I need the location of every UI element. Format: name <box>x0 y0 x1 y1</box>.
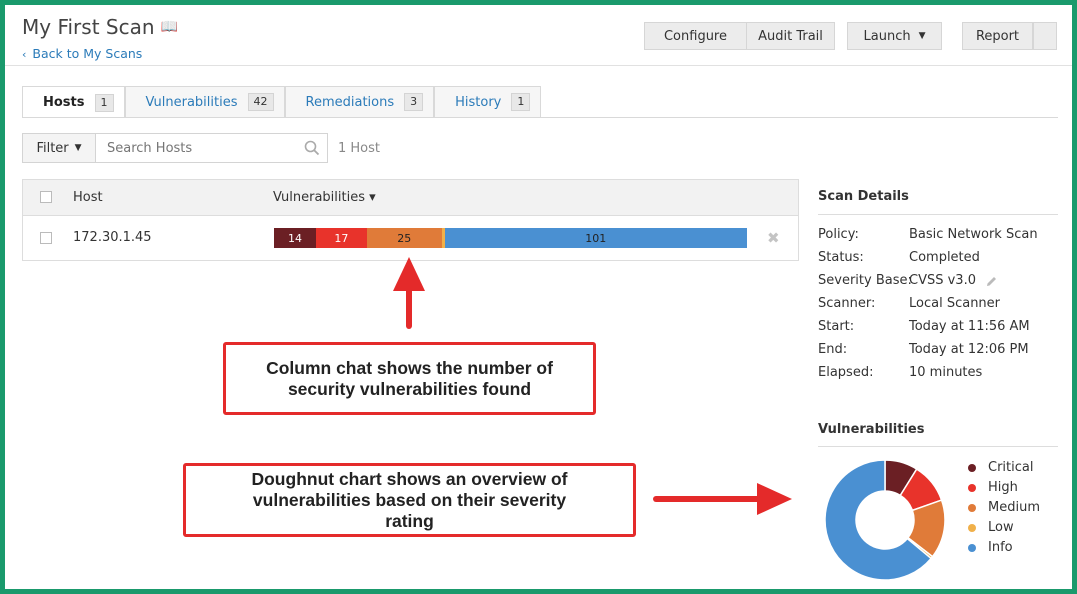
detail-label: End: <box>818 342 848 357</box>
tab-hosts[interactable]: Hosts 1 <box>22 86 125 118</box>
detail-value-policy: Basic Network Scan <box>909 227 1038 242</box>
detail-value-start: Today at 11:56 AM <box>909 319 1030 334</box>
arrow-right-icon <box>653 483 792 515</box>
book-icon[interactable]: 📖 <box>160 19 178 35</box>
pencil-icon[interactable] <box>985 275 998 288</box>
more-button[interactable] <box>1033 22 1057 50</box>
vulnerabilities-panel-title: Vulnerabilities <box>818 422 925 437</box>
tab-count-badge: 1 <box>511 93 531 111</box>
host-ip[interactable]: 172.30.1.45 <box>73 230 152 245</box>
bar-segment-info[interactable]: 101 <box>444 228 747 248</box>
legend-low: Low <box>968 520 1014 535</box>
doughnut-slice-info[interactable] <box>824 459 933 581</box>
detail-value-end: Today at 12:06 PM <box>909 342 1029 357</box>
host-count: 1 Host <box>338 141 381 156</box>
legend-dot <box>968 523 976 532</box>
tab-vulnerabilities[interactable]: Vulnerabilities 42 <box>124 86 285 117</box>
arrow-up-icon <box>393 257 425 329</box>
report-button[interactable]: Report <box>962 22 1033 50</box>
page-title: My First Scan 📖 <box>22 15 178 39</box>
column-header-host[interactable]: Host <box>73 190 103 205</box>
bar-segment-medium[interactable]: 25 <box>366 228 442 248</box>
detail-value-status: Completed <box>909 250 980 265</box>
detail-value-scanner: Local Scanner <box>909 296 1001 311</box>
search-icon[interactable] <box>304 140 320 156</box>
doughnut-chart-callout: Doughnut chart shows an overview of vuln… <box>183 463 636 537</box>
legend-medium: Medium <box>968 500 1040 515</box>
panel-divider <box>818 446 1058 447</box>
tab-count-badge: 1 <box>94 93 114 112</box>
legend-dot <box>968 483 976 492</box>
caret-down-icon: ▼ <box>74 143 82 153</box>
back-link[interactable]: ‹ Back to My Scans <box>22 46 143 61</box>
column-header-vulnerabilities[interactable]: Vulnerabilities ▾ <box>273 190 376 205</box>
configure-button[interactable]: Configure <box>644 22 747 50</box>
select-all-checkbox[interactable] <box>40 191 52 203</box>
legend-dot <box>968 463 976 472</box>
bar-segment-low[interactable] <box>441 228 445 248</box>
legend-info: Info <box>968 540 1013 555</box>
tab-count-badge: 3 <box>404 93 424 111</box>
legend-critical: Critical <box>968 460 1033 475</box>
search-input[interactable] <box>95 133 328 163</box>
detail-label: Start: <box>818 319 855 334</box>
chevron-left-icon: ‹ <box>22 48 27 61</box>
scan-details-title: Scan Details <box>818 189 909 204</box>
detail-label: Elapsed: <box>818 365 874 380</box>
column-chart-callout: Column chat shows the number of security… <box>223 342 596 415</box>
caret-down-icon: ▼ <box>918 31 926 41</box>
legend-high: High <box>968 480 1018 495</box>
legend-dot <box>968 543 976 552</box>
detail-label: Severity Base: <box>818 273 912 288</box>
detail-label: Status: <box>818 250 864 265</box>
scan-page: My First Scan 📖 ‹ Back to My Scans Confi… <box>5 5 1072 589</box>
launch-button[interactable]: Launch ▼ <box>847 22 942 50</box>
panel-divider <box>818 214 1058 215</box>
detail-label: Policy: <box>818 227 859 242</box>
severity-doughnut-chart[interactable] <box>823 458 947 582</box>
hosts-table: Host Vulnerabilities ▾ 172.30.1.45 14 17… <box>22 179 799 261</box>
tab-bar: Hosts 1 Vulnerabilities 42 Remediations … <box>22 86 542 118</box>
remove-icon[interactable]: ✖ <box>767 229 780 247</box>
tab-count-badge: 42 <box>247 93 274 111</box>
vulnerability-bar[interactable]: 14 17 25 101 <box>274 228 747 248</box>
table-header: Host Vulnerabilities ▾ <box>23 180 798 216</box>
bar-segment-high[interactable]: 17 <box>315 228 367 248</box>
legend-dot <box>968 503 976 512</box>
detail-label: Scanner: <box>818 296 876 311</box>
detail-value-severity-base: CVSS v3.0 <box>909 273 976 288</box>
audit-trail-button[interactable]: Audit Trail <box>746 22 835 50</box>
filter-dropdown[interactable]: Filter ▼ <box>22 133 96 163</box>
table-row[interactable]: 172.30.1.45 14 17 25 101 ✖ <box>23 216 798 261</box>
tabs-divider <box>22 117 1058 118</box>
detail-value-elapsed: 10 minutes <box>909 365 983 380</box>
tab-history[interactable]: History 1 <box>434 86 542 117</box>
tab-remediations[interactable]: Remediations 3 <box>284 86 435 117</box>
header-divider <box>5 65 1072 66</box>
bar-segment-critical[interactable]: 14 <box>274 228 316 248</box>
row-checkbox[interactable] <box>40 232 52 244</box>
